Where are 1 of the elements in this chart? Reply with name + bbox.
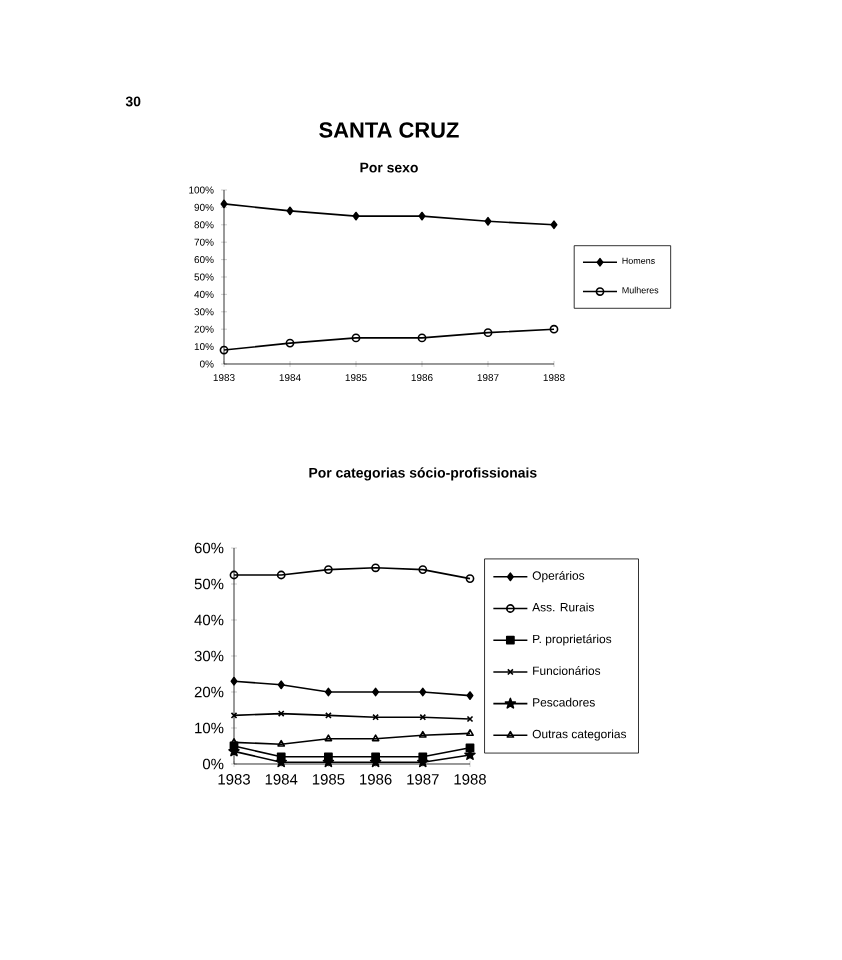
chart-title: SANTA CRUZ <box>319 122 459 138</box>
